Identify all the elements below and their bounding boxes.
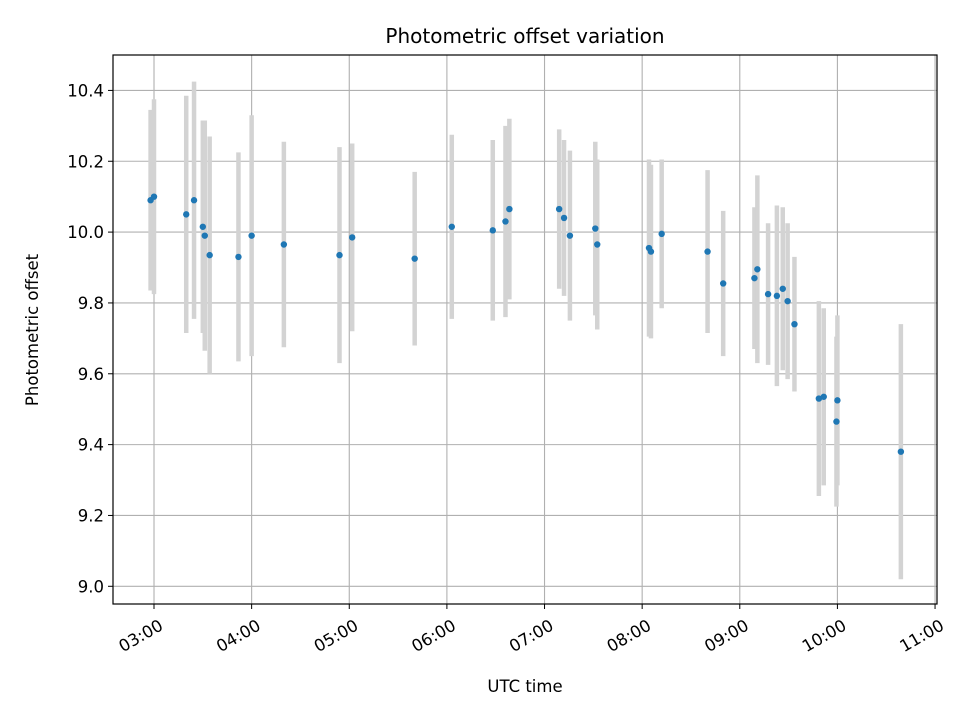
data-point bbox=[502, 218, 509, 225]
data-point bbox=[411, 255, 418, 262]
data-point bbox=[560, 214, 568, 222]
x-axis-label: UTC time bbox=[487, 677, 562, 696]
data-point bbox=[658, 230, 665, 238]
data-point bbox=[647, 248, 655, 255]
data-point bbox=[833, 418, 840, 425]
data-point bbox=[897, 448, 905, 455]
chart-title: Photometric offset variation bbox=[385, 24, 664, 48]
data-point bbox=[834, 397, 841, 404]
data-point bbox=[248, 232, 255, 239]
y-tick-label: 10.0 bbox=[67, 223, 104, 242]
y-tick-label: 9.6 bbox=[78, 365, 104, 384]
data-point bbox=[815, 395, 823, 402]
data-point bbox=[764, 290, 772, 298]
y-tick-label: 10.2 bbox=[67, 152, 104, 171]
data-point bbox=[235, 253, 242, 261]
data-point bbox=[506, 205, 513, 213]
data-point bbox=[820, 393, 827, 400]
data-point bbox=[183, 211, 190, 218]
y-tick-label: 9.0 bbox=[78, 577, 104, 596]
y-tick-label: 10.4 bbox=[67, 81, 104, 100]
data-point bbox=[199, 223, 207, 230]
data-point-layer bbox=[147, 193, 905, 455]
data-point bbox=[201, 232, 208, 239]
data-point bbox=[448, 223, 455, 230]
plot-frame bbox=[112, 54, 938, 605]
data-point bbox=[592, 225, 599, 232]
data-point bbox=[150, 193, 158, 200]
data-point bbox=[280, 241, 288, 248]
data-point bbox=[719, 280, 727, 287]
data-point bbox=[751, 274, 758, 282]
data-point bbox=[594, 241, 601, 248]
data-point bbox=[784, 297, 791, 305]
y-tick-label: 9.4 bbox=[78, 436, 104, 455]
data-point bbox=[555, 205, 563, 213]
data-point bbox=[791, 320, 798, 328]
data-point bbox=[566, 232, 574, 239]
data-point bbox=[779, 285, 786, 292]
y-tick-label: 9.8 bbox=[78, 294, 104, 313]
data-point bbox=[348, 234, 356, 241]
y-axis-label: Photometric offset bbox=[23, 253, 42, 406]
data-point bbox=[754, 266, 761, 273]
data-point bbox=[206, 251, 213, 259]
data-point bbox=[336, 251, 343, 259]
grid-layer bbox=[113, 55, 937, 604]
data-point bbox=[704, 248, 711, 255]
data-point bbox=[190, 197, 198, 204]
data-point bbox=[489, 227, 496, 234]
y-tick-label: 9.2 bbox=[78, 506, 104, 525]
data-point bbox=[773, 292, 781, 300]
